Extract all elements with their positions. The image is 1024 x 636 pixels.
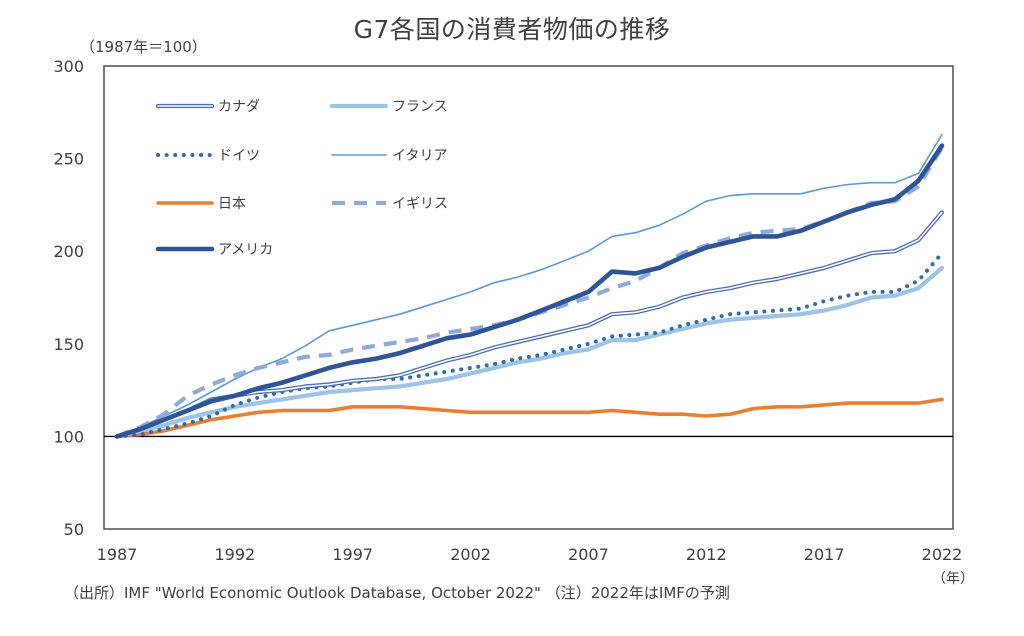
legend-item-canada: カナダ: [155, 99, 260, 115]
x-axis-unit-label: （年）: [932, 571, 974, 587]
x-tick-label: 2017: [804, 545, 845, 564]
series-lines: [114, 133, 945, 439]
x-tick-label: 1997: [332, 545, 373, 564]
legend-label: イギリス: [392, 196, 448, 212]
y-tick-label: 200: [53, 242, 84, 261]
legend-label: フランス: [392, 99, 448, 115]
series-line-france: [114, 265, 945, 439]
x-tick-label: 2012: [686, 545, 727, 564]
legend-item-usa: アメリカ: [155, 242, 273, 258]
x-tick-label: 2022: [922, 545, 963, 564]
y-tick-label: 250: [53, 150, 84, 169]
legend-item-germany: ドイツ: [156, 148, 260, 164]
x-tick-label: 2002: [450, 545, 491, 564]
x-axis-ticks: 1987 1992 1997 2002 2007 2012 2017 2022: [97, 545, 963, 564]
y-axis-ticks: 50 100 150 200 250 300: [53, 57, 84, 539]
legend-item-uk: イギリス: [332, 196, 448, 212]
series-line-usa-path: [114, 143, 945, 439]
series-line-germany-path: [115, 251, 944, 439]
source-note: （出所）IMF "World Economic Outlook Database…: [64, 584, 730, 602]
chart-title: G7各国の消費者物価の推移: [353, 15, 671, 44]
y-tick-label: 150: [53, 335, 84, 354]
y-tick-label: 50: [64, 520, 84, 539]
plot-area-border: [103, 65, 954, 530]
legend-label: カナダ: [218, 99, 260, 115]
x-tick-label: 1987: [97, 545, 138, 564]
series-line-canada-inner: [116, 211, 943, 438]
series-line-italy-path: [116, 133, 943, 438]
series-line-italy: [116, 133, 943, 438]
series-line-canada: [114, 210, 945, 439]
legend-label: アメリカ: [218, 242, 273, 258]
series-line-japan-path: [115, 397, 944, 439]
legend-label: イタリア: [392, 148, 447, 164]
legend-item-japan: 日本: [156, 196, 246, 212]
y-tick-label: 100: [53, 427, 84, 446]
unit-label: （1987年＝100）: [80, 38, 207, 56]
series-line-usa: [114, 143, 945, 439]
series-line-france-path: [114, 265, 945, 439]
x-tick-label: 2007: [568, 545, 609, 564]
legend-item-italy: イタリア: [331, 148, 447, 164]
legend-item-france: フランス: [329, 99, 448, 115]
y-tick-label: 300: [53, 57, 84, 76]
legend-label: 日本: [218, 196, 246, 212]
legend-label: ドイツ: [218, 148, 260, 164]
series-line-japan: [115, 397, 944, 439]
x-tick-label: 1992: [214, 545, 255, 564]
series-line-germany: [115, 251, 944, 439]
